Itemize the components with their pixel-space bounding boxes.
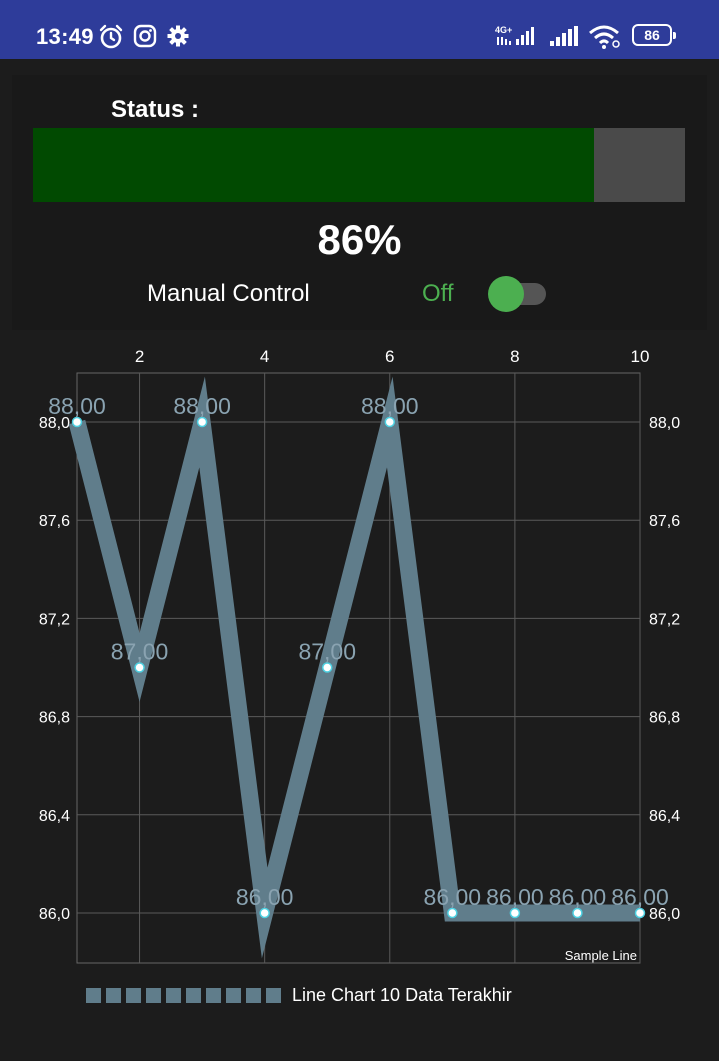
manual-control-label: Manual Control [147, 280, 310, 307]
y-tick-label-right: 86,0 [649, 906, 680, 923]
gear-icon [166, 24, 192, 50]
instagram-icon [133, 24, 159, 50]
data-point [71, 416, 83, 428]
status-percent: 86% [317, 216, 402, 263]
data-label: 86,00 [424, 884, 482, 910]
wifi-icon [588, 24, 622, 50]
data-point [634, 907, 646, 919]
y-tick-label-left: 87,6 [39, 513, 70, 530]
y-tick-label-right: 87,6 [649, 513, 680, 530]
data-label: 86,00 [611, 884, 669, 910]
plot-frame [76, 372, 641, 964]
toggle-thumb[interactable] [488, 276, 524, 312]
series-line [68, 376, 640, 959]
manual-control-toggle[interactable] [488, 276, 546, 312]
y-tick-label-left: 86,4 [39, 808, 70, 825]
chart-legend: Line Chart 10 Data Terakhir [86, 984, 512, 1006]
y-tick-label-right: 88,0 [649, 415, 680, 432]
y-tick-label-right: 87,2 [649, 611, 680, 628]
signal-icon [548, 24, 580, 50]
status-label: Status : [111, 96, 200, 123]
data-point [321, 662, 333, 673]
status-card [12, 75, 707, 330]
legend-swatch [166, 987, 181, 1003]
y-tick-label-left: 86,8 [39, 710, 70, 727]
data-point [134, 662, 145, 673]
data-label: 87,00 [111, 639, 169, 665]
legend-swatch [246, 987, 261, 1003]
data-point [259, 907, 270, 919]
data-point [196, 416, 208, 428]
x-tick-label: 8 [510, 347, 519, 366]
y-tick-label-left: 86,0 [39, 906, 70, 923]
signal-4g-icon: 4G+ [494, 24, 540, 50]
x-tick-label: 6 [385, 347, 394, 366]
x-tick-label: 2 [135, 347, 144, 366]
data-point [447, 907, 458, 919]
legend-swatch [266, 987, 281, 1003]
legend-swatch [206, 987, 221, 1003]
data-label: 86,00 [486, 884, 544, 910]
manual-control-state: Off [422, 280, 454, 307]
x-tick-label: 4 [260, 347, 269, 366]
data-label: 87,00 [298, 639, 356, 665]
y-tick-label-right: 86,8 [649, 710, 680, 727]
legend-swatch-group [86, 987, 286, 1003]
y-tick-label-left: 88,0 [39, 415, 70, 432]
legend-swatch [186, 987, 201, 1003]
y-tick-label-right: 86,4 [649, 808, 680, 825]
chart-description: Sample Line [565, 948, 637, 963]
battery-icon: 86 [632, 24, 676, 46]
line-chart: 86,0 86,0 86,4 86,4 86,8 86,8 87,2 87,2 87,6 87,6… [39, 347, 680, 964]
clock-time: 13:49 [36, 24, 94, 49]
alarm-icon [98, 24, 124, 50]
data-label: 86,00 [549, 884, 607, 910]
legend-swatch [86, 987, 101, 1003]
y-tick-label-left: 87,2 [39, 611, 70, 628]
legend-label: Line Chart 10 Data Terakhir [292, 984, 512, 1005]
data-point [384, 416, 396, 428]
data-label: 88,00 [48, 393, 106, 419]
svg-text:4G+: 4G+ [495, 25, 512, 35]
legend-swatch [226, 987, 241, 1003]
data-label: 88,00 [173, 393, 231, 419]
status-bar: 13:49 4G+ 86 [0, 0, 719, 59]
status-progress-fill [33, 128, 594, 202]
data-point [572, 907, 583, 919]
legend-swatch [106, 987, 121, 1003]
legend-swatch [126, 987, 141, 1003]
data-label: 86,00 [236, 884, 294, 910]
legend-swatch [146, 987, 161, 1003]
status-progress-bar [33, 128, 685, 202]
data-point [509, 907, 521, 919]
x-tick-label: 10 [631, 347, 650, 366]
data-label: 88,00 [361, 393, 419, 419]
